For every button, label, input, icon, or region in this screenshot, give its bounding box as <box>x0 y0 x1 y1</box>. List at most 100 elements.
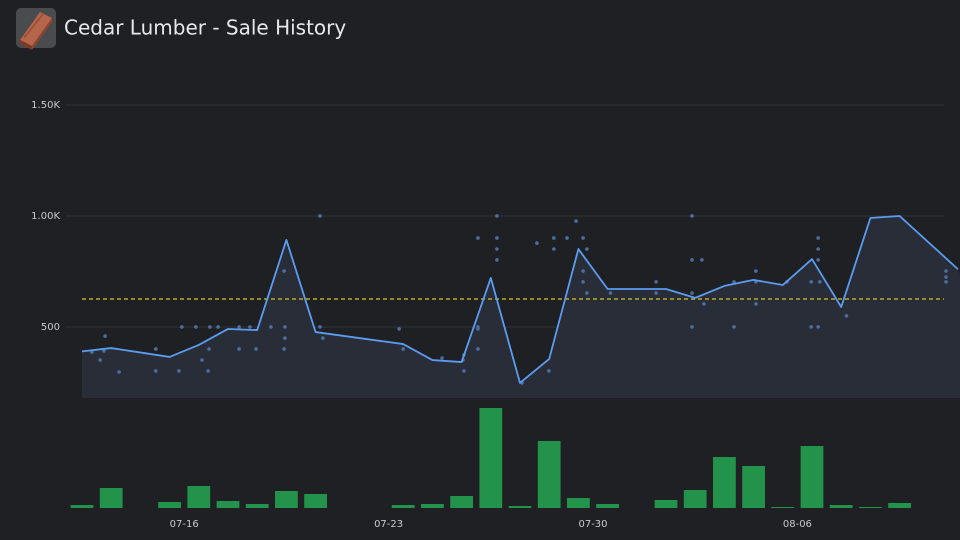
volume-bar <box>742 466 765 508</box>
sale-point <box>816 236 820 240</box>
sale-point <box>944 280 948 284</box>
x-tick-label: 07-23 <box>374 519 403 530</box>
sale-point <box>585 247 589 251</box>
volume-bar <box>450 496 473 508</box>
sale-point <box>700 258 704 262</box>
sale-point <box>816 258 820 262</box>
sale-point <box>495 214 499 218</box>
volume-bar <box>713 457 736 508</box>
sale-point <box>397 327 401 331</box>
sale-point <box>702 302 706 306</box>
sale-point <box>476 325 480 329</box>
volume-bar <box>888 503 911 508</box>
chart-title: Cedar Lumber - Sale History <box>64 16 346 40</box>
volume-bar <box>829 505 853 508</box>
sale-point <box>495 247 499 251</box>
sale-point <box>581 269 585 273</box>
y-tick-label: 1.00K <box>31 211 60 222</box>
sale-point <box>552 247 556 251</box>
volume-bar <box>567 498 590 508</box>
sale-point <box>282 269 286 273</box>
sale-point <box>690 258 694 262</box>
sale-point <box>574 219 578 223</box>
sale-point <box>581 236 585 240</box>
volume-bar <box>187 486 211 508</box>
volume-bar <box>859 507 882 508</box>
sale-point <box>269 325 273 329</box>
volume-bar <box>654 500 678 508</box>
sale-point <box>754 269 758 273</box>
sale-point <box>321 336 325 340</box>
sale-point <box>102 349 106 353</box>
volume-bar <box>275 491 298 508</box>
sale-point <box>154 369 158 373</box>
volume-bar <box>158 502 181 508</box>
volume-bar <box>391 505 415 508</box>
x-tick-label: 07-30 <box>578 519 607 530</box>
sale-point <box>809 280 813 284</box>
sale-point <box>732 280 736 284</box>
item-icon <box>16 8 56 50</box>
sale-point <box>283 325 287 329</box>
sale-point <box>476 236 480 240</box>
sale-point <box>547 369 551 373</box>
sale-point <box>318 214 322 218</box>
volume-bar <box>508 506 532 508</box>
sale-point <box>154 347 158 351</box>
volume-bar <box>304 494 327 508</box>
sale-point <box>318 325 322 329</box>
price-area <box>82 215 960 398</box>
sale-point <box>495 236 499 240</box>
sale-point <box>844 314 849 318</box>
sale-point <box>254 347 258 351</box>
volume-bar <box>216 501 240 508</box>
sale-point <box>208 325 212 329</box>
sale-point <box>180 325 184 329</box>
sale-point <box>816 247 820 251</box>
sale-point <box>440 356 444 360</box>
sale-point <box>816 325 820 329</box>
sale-point <box>654 280 658 284</box>
sale-point <box>237 325 241 329</box>
sale-point <box>818 280 822 284</box>
x-tick-label: 07-16 <box>170 519 199 530</box>
sale-point <box>565 236 569 240</box>
volume-bar <box>596 504 619 508</box>
sale-point <box>654 291 658 295</box>
sale-point <box>283 336 287 340</box>
volume-bar <box>70 505 94 508</box>
sale-point <box>237 347 241 351</box>
sale-point <box>535 241 539 245</box>
y-tick-label: 500 <box>41 322 60 333</box>
sale-point <box>690 291 694 295</box>
sale-point <box>194 325 198 329</box>
sale-point <box>690 214 694 218</box>
sale-point <box>216 325 220 329</box>
volume-bar <box>800 446 824 508</box>
sale-point <box>754 302 758 306</box>
sale-point <box>98 358 102 362</box>
sale-point <box>476 347 480 351</box>
sale-point <box>552 236 556 240</box>
sale-point <box>585 291 589 295</box>
sale-point <box>103 334 107 338</box>
sale-point <box>206 369 210 373</box>
y-tick-label: 1.50K <box>31 100 60 111</box>
sale-point <box>177 369 181 373</box>
volume-bar <box>479 408 503 508</box>
sale-point <box>462 369 466 373</box>
price-line <box>81 215 959 384</box>
sale-point <box>581 280 585 284</box>
volume-bar <box>771 507 795 508</box>
volume-bar <box>537 441 561 508</box>
volume-bar <box>421 504 444 508</box>
sale-point <box>608 291 613 295</box>
sale-point <box>809 325 813 329</box>
volume-bar <box>99 488 123 508</box>
sale-point <box>117 370 121 374</box>
sale-point <box>495 258 499 262</box>
volume-bar <box>683 490 707 508</box>
x-tick-label: 08-06 <box>783 519 812 530</box>
sale-point <box>282 347 286 351</box>
